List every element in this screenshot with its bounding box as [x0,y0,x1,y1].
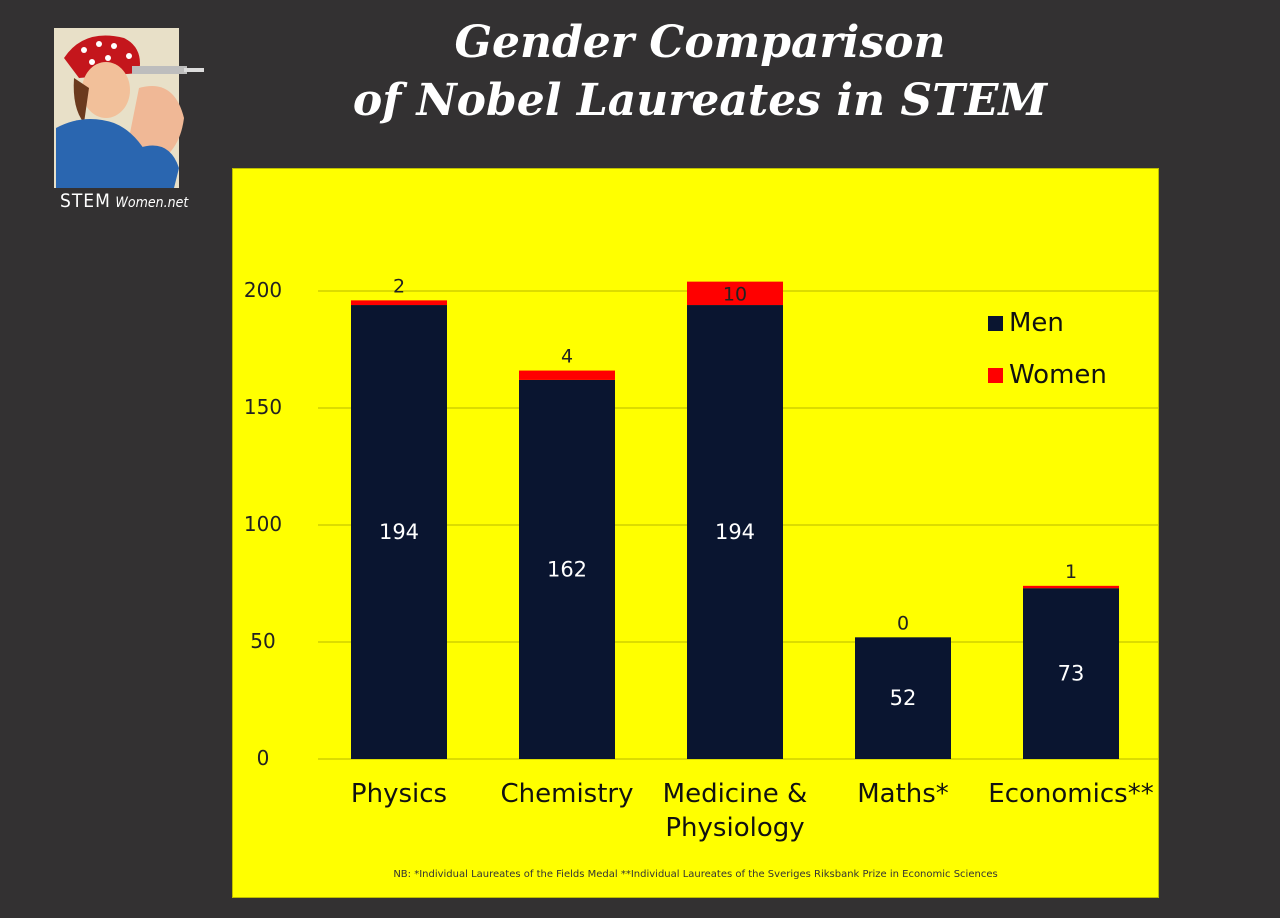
x-category-label: Chemistry [501,779,634,809]
x-category-label: Economics** [988,779,1153,809]
data-label-women: 10 [723,283,747,305]
logo-text: STEM Women.net [60,190,188,212]
chart-title: Gender Comparison of Nobel Laureates in … [300,14,1100,130]
stacked-bar-chart: 0501001502001942Physics1624Chemistry1941… [244,275,1158,843]
bar-men [1023,588,1119,759]
data-label-men: 162 [547,557,587,581]
bar-men [855,637,951,759]
chart-footnote: NB: *Individual Laureates of the Fields … [393,869,998,880]
bar-women [519,370,615,380]
x-category-label: Medicine & [663,779,808,809]
bar-women [351,300,447,306]
data-label-women: 0 [897,612,909,634]
chart-title-line-1: Gender Comparison [454,17,946,68]
x-category-label: Physics [351,779,447,809]
x-category-label: Maths* [857,779,949,809]
y-tick-label: 50 [250,629,275,653]
logo-text-sub: Women.net [115,195,189,211]
y-tick-label: 0 [257,746,270,770]
y-tick-label: 200 [244,278,282,302]
rosie-logo-icon [54,28,204,188]
logo-text-main: STEM [60,190,111,212]
legend-label: Men [1009,308,1064,338]
bar-women [687,281,783,306]
bar-women [1023,585,1119,589]
data-label-men: 194 [379,520,419,544]
data-label-men: 52 [890,686,917,710]
logo [44,28,214,218]
y-tick-label: 100 [244,512,282,536]
data-label-women: 1 [1065,561,1077,583]
legend-swatch [988,316,1003,331]
bar-men [687,305,783,759]
data-label-women: 2 [393,275,405,297]
chart-panel: 0 50 100 150 200 194 2 Physics 162 4 Chemistry 194 1… [232,168,1159,898]
y-tick-label: 150 [244,395,282,419]
data-label-men: 194 [715,520,755,544]
bar-men [519,379,615,759]
data-label-women: 4 [561,346,573,368]
legend-swatch [988,368,1003,383]
x-category-label: Physiology [665,813,804,843]
bar-men [351,305,447,759]
chart-title-line-2: of Nobel Laureates in STEM [352,75,1048,126]
legend-label: Women [1009,360,1107,390]
data-label-men: 73 [1058,662,1085,686]
